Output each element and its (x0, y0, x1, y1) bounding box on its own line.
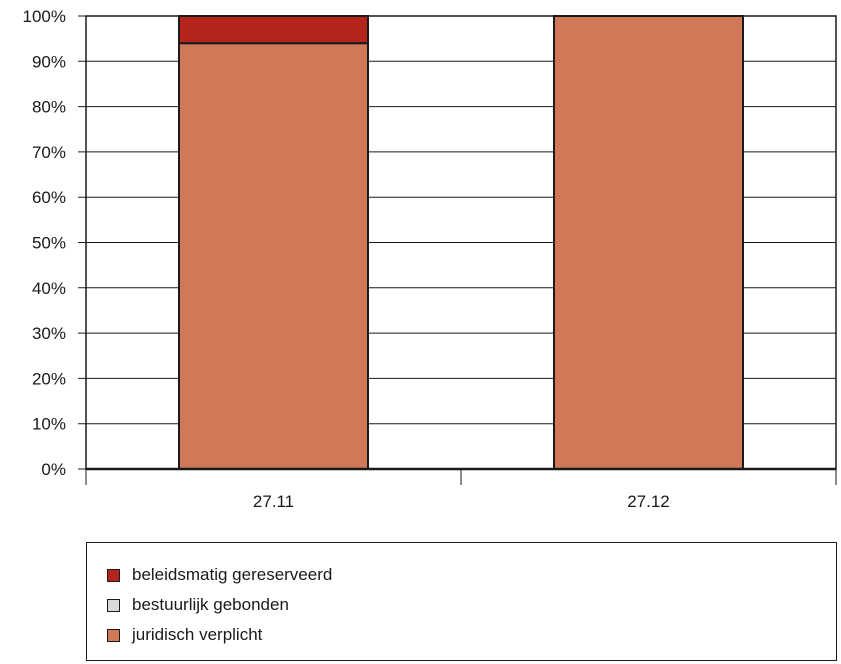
y-tick-label: 50% (32, 234, 66, 253)
legend-label-juridisch-verplicht: juridisch verplicht (132, 625, 263, 644)
y-tick-label: 70% (32, 143, 66, 162)
x-tick-label: 27.12 (627, 492, 670, 511)
y-tick-label: 30% (32, 324, 66, 343)
legend-item-juridisch-verplicht: juridisch verplicht (107, 625, 262, 645)
axes (85, 15, 837, 485)
y-tick-label: 40% (32, 279, 66, 298)
y-tick-label: 0% (41, 460, 66, 479)
y-tick-label: 100% (23, 7, 66, 26)
legend-item-bestuurlijk-gebonden: bestuurlijk gebonden (107, 595, 289, 615)
legend-swatch-juridisch-verplicht (107, 628, 120, 642)
y-tick-label: 80% (32, 98, 66, 117)
legend-label-beleidsmatig-gereserveerd: beleidsmatig gereserveerd (132, 565, 333, 584)
bar-segment (553, 15, 744, 470)
bars (178, 15, 744, 471)
tick-labels: 0% 10% 20% 30% 40% 50% 60% 70% 80% 90% 100% 27.11 27… (23, 7, 670, 511)
bar-segment (178, 15, 369, 45)
legend-label-bestuurlijk-gebonden: bestuurlijk gebonden (132, 595, 289, 614)
bar-segment (178, 42, 369, 471)
y-tick-label: 60% (32, 188, 66, 207)
legend-swatch-bestuurlijk-gebonden (107, 598, 120, 612)
y-tick-label: 90% (32, 52, 66, 71)
x-tick-label: 27.11 (253, 492, 294, 511)
legend-item-beleidsmatig-gereserveerd: beleidsmatig gereserveerd (107, 565, 332, 585)
y-tick-label: 20% (32, 369, 66, 388)
y-tick-label: 10% (32, 415, 66, 434)
legend-swatch-beleidsmatig-gereserveerd (107, 568, 120, 582)
legend: beleidsmatig gereserveerd bestuurlijk ge… (86, 542, 837, 661)
